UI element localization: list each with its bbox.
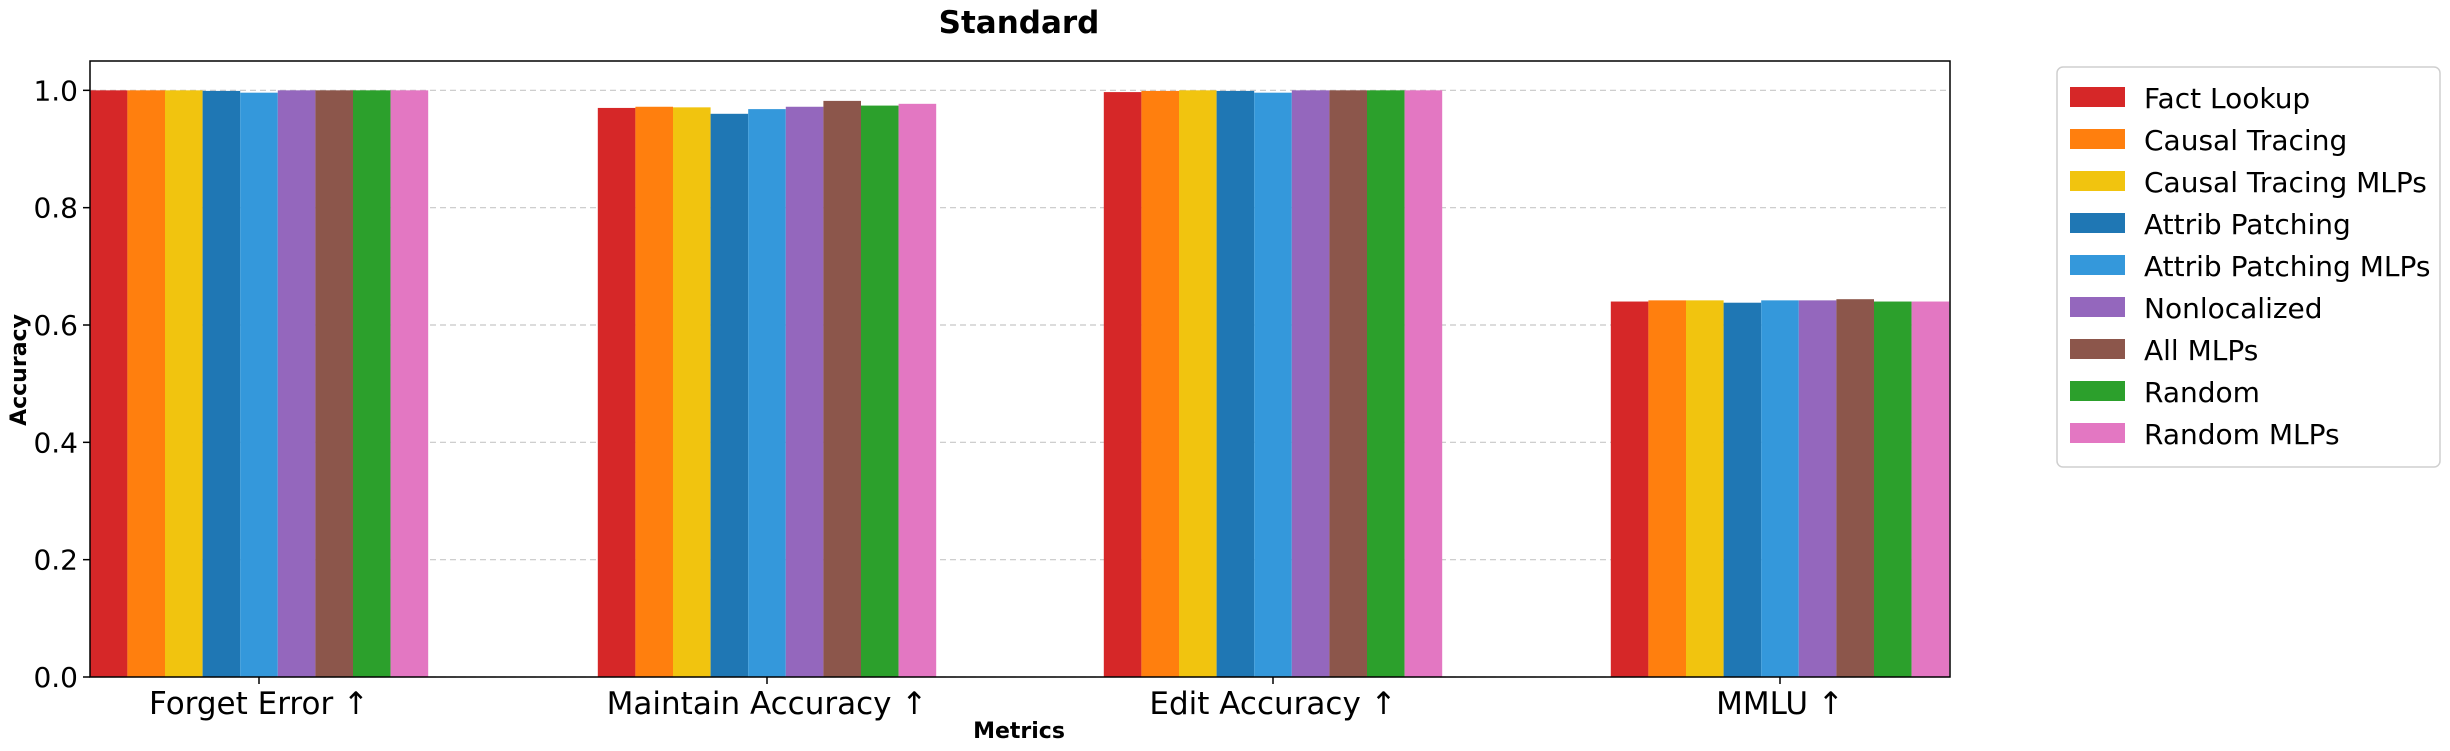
legend-frame	[2056, 66, 2441, 468]
bar	[1329, 90, 1367, 678]
bar	[1404, 90, 1443, 678]
bar	[710, 113, 749, 678]
legend-swatch	[2070, 381, 2125, 401]
bar	[390, 90, 429, 678]
legend-swatch	[2070, 87, 2125, 107]
bar	[785, 106, 824, 677]
legend-swatch	[2070, 129, 2125, 149]
bar	[1836, 299, 1874, 677]
legend-swatch	[2070, 171, 2125, 191]
bar	[353, 90, 391, 678]
bars	[89, 90, 1950, 678]
y-tick-label: 0.8	[33, 192, 78, 225]
bar	[1761, 300, 1799, 677]
bar	[823, 100, 861, 678]
bar	[1798, 300, 1837, 677]
bar	[673, 107, 711, 677]
bar	[1911, 301, 1950, 677]
bar	[1874, 301, 1912, 677]
chart-title: Standard	[939, 5, 1100, 41]
bar	[89, 90, 128, 678]
bar	[861, 105, 899, 677]
bar	[165, 90, 203, 678]
bar	[1103, 92, 1142, 678]
legend-swatch	[2070, 255, 2125, 275]
legend-label: Fact Lookup	[2144, 82, 2310, 115]
bar	[277, 90, 316, 678]
legend-label: Random MLPs	[2144, 418, 2340, 451]
bar	[1254, 92, 1292, 678]
bar	[1216, 90, 1255, 678]
y-axis-ticks: 0.0 0.2 0.4 0.6 0.8 1.0	[33, 74, 90, 694]
legend-label: Attrib Patching MLPs	[2144, 250, 2430, 283]
legend-swatch	[2070, 423, 2125, 443]
bar	[202, 90, 241, 678]
legend-label: Random	[2144, 376, 2260, 409]
bar	[1179, 90, 1217, 678]
x-tick-label: Forget Error ↑	[149, 686, 369, 722]
bar	[315, 90, 353, 678]
bar	[1648, 300, 1686, 677]
bar	[1723, 302, 1762, 677]
x-tick-label: Maintain Accuracy ↑	[607, 686, 928, 722]
legend-swatch	[2070, 213, 2125, 233]
legend-swatch	[2070, 339, 2125, 359]
bar	[1610, 301, 1649, 677]
legend-label: Attrib Patching	[2144, 208, 2351, 241]
x-axis-label: Metrics	[973, 719, 1065, 744]
legend: Fact Lookup Causal Tracing Causal Tracing …	[2056, 66, 2441, 468]
x-tick-label: MMLU ↑	[1716, 686, 1844, 722]
legend-label: All MLPs	[2144, 334, 2258, 367]
bar	[898, 103, 937, 678]
legend-label: Nonlocalized	[2144, 292, 2323, 325]
bar	[1141, 90, 1179, 678]
x-axis-ticks: Forget Error ↑ Maintain Accuracy ↑ Edit Ac…	[149, 677, 1844, 722]
y-tick-label: 0.4	[33, 426, 78, 459]
bar	[748, 109, 786, 677]
bar	[597, 107, 636, 677]
bar	[635, 106, 673, 677]
y-tick-label: 0.6	[33, 309, 78, 342]
bar	[1367, 90, 1405, 678]
plot-frame	[89, 60, 1951, 678]
legend-label: Causal Tracing	[2144, 124, 2347, 157]
y-tick-label: 1.0	[33, 74, 78, 107]
y-tick-label: 0.2	[33, 544, 78, 577]
legend-swatch	[2070, 297, 2125, 317]
bar	[240, 92, 278, 678]
bar	[1291, 90, 1330, 678]
x-tick-label: Edit Accuracy ↑	[1149, 686, 1396, 722]
y-tick-label: 0.0	[33, 661, 78, 694]
legend-label: Causal Tracing MLPs	[2144, 166, 2427, 199]
bar	[127, 90, 165, 678]
y-axis-label: Accuracy	[7, 314, 32, 426]
bar	[1686, 300, 1724, 677]
